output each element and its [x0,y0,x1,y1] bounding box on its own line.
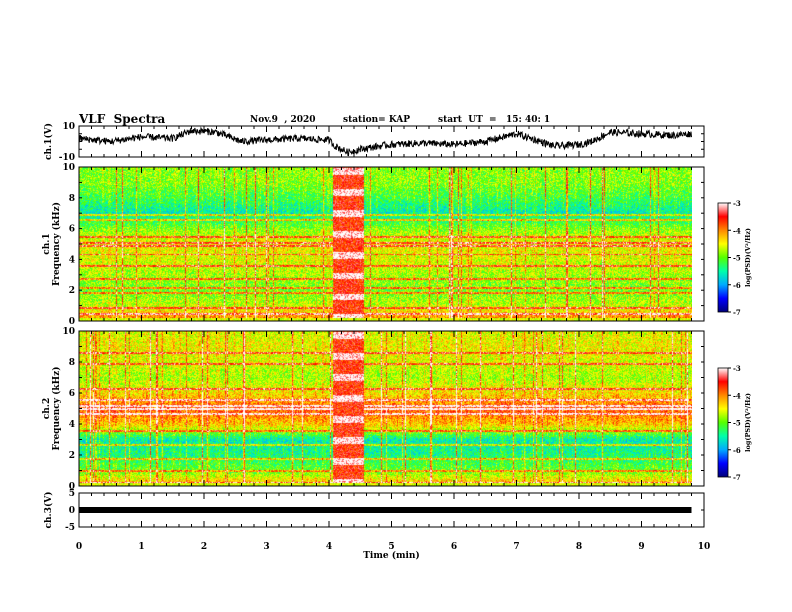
ch2-colorbar [717,367,729,478]
ch2-colorbar-tick-label: -3 [733,364,741,373]
ch3-waveform-trace [79,507,692,513]
ch2-spectrogram-ylabel: Frequency (kHz) [51,366,62,450]
ch1-colorbar-tick-label: -4 [733,226,741,235]
ch2-colorbar-tick-label: -6 [733,446,741,455]
ch1-waveform-tick-label: -10 [59,153,75,163]
ch1-spectrogram-image [79,167,692,321]
ch1-colorbar-tick-label: -5 [733,254,741,263]
ch1-colorbar-label: log(PSD)(V²/Hz) [744,228,752,287]
ch1-waveform-ylabel: ch.1(V) [43,123,54,160]
ch2-spectrogram-tick-label: 6 [69,389,75,399]
station-label: station= KAP [343,115,411,125]
ch1-colorbar-tick-label: -7 [733,308,741,317]
start-time-label: start UT = 15: 40: 1 [438,115,551,125]
ch1-spectrogram-ylabel: ch.1 [42,233,52,254]
ch1-spectrogram-tick-label: 8 [69,194,75,204]
date-label: Nov.9 , 2020 [250,115,316,125]
ch3-waveform-tick-label: -5 [65,523,75,533]
ch1-colorbar [717,202,729,313]
ch2-colorbar-tick-label: -4 [733,391,741,400]
ch1-colorbar-tick-label: -6 [733,281,741,290]
ch1-waveform-trace [78,126,692,157]
x-tick-label: 2 [201,542,207,552]
x-tick-label: 5 [388,542,394,552]
ch2-spectrogram-tick-label: 0 [69,482,75,492]
ch1-spectrogram-tick-label: 4 [69,255,75,265]
ch1-spectrogram-tick-label: 10 [62,163,75,173]
ch1-spectrogram-ylabel: Frequency (kHz) [51,202,62,286]
x-tick-label: 8 [576,542,582,552]
ch2-spectrogram-tick-label: 8 [69,358,75,368]
ch1-colorbar-tick-label: -3 [733,199,741,208]
x-tick-label: 7 [513,542,519,552]
ch1-waveform-tick-label: 10 [62,122,75,132]
x-tick-label: 4 [326,542,332,552]
ch2-spectrogram-ylabel: ch.2 [42,398,52,419]
ch2-spectrogram-tick-label: 2 [69,451,75,461]
ch2-spectrogram-tick-label: 10 [62,327,75,337]
x-tick-label: 0 [76,542,82,552]
ch2-colorbar-tick-label: -5 [733,419,741,428]
ch3-waveform-tick-label: 5 [69,489,75,499]
x-tick-label: 10 [698,542,711,552]
ch3-waveform-tick-label: 0 [69,506,75,516]
ch2-colorbar-label: log(PSD)(V²/Hz) [744,393,752,452]
ch1-spectrogram-tick-label: 2 [69,286,75,296]
x-tick-label: 9 [638,542,644,552]
ch1-spectrogram-tick-label: 0 [69,317,75,327]
x-tick-label: 6 [451,542,457,552]
page-title: VLF Spectra [79,112,166,126]
ch2-spectrogram-tick-label: 4 [69,420,75,430]
ch1-spectrogram-tick-label: 6 [69,225,75,235]
ch2-spectrogram-image [79,331,692,486]
x-tick-label: 3 [263,542,269,552]
ch2-colorbar-tick-label: -7 [733,473,741,482]
x-axis-label: Time (min) [363,550,420,561]
ch3-waveform-ylabel: ch.3(V) [43,492,54,529]
x-tick-label: 1 [138,542,144,552]
